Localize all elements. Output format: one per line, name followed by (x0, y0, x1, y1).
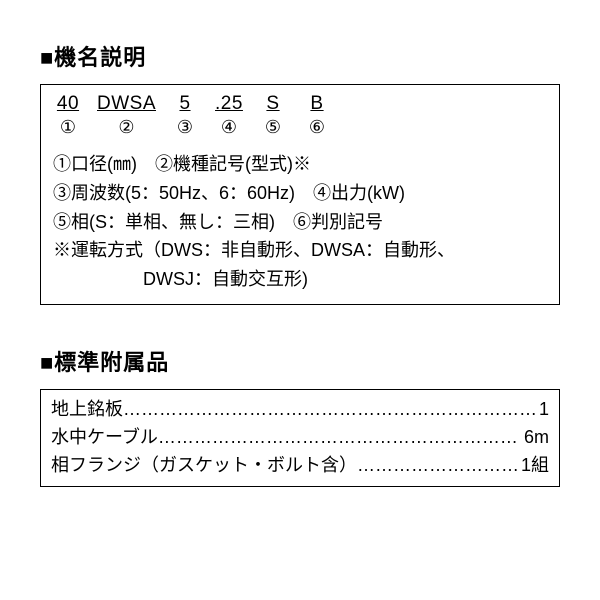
accessories-box: 地上銘板 ……………………………………………………………………………………………… (40, 389, 560, 487)
code-top-2: DWSA (97, 93, 156, 115)
code-bot-6: ⑥ (302, 117, 332, 138)
code-item-5: S⑤ (258, 93, 288, 138)
code-top-5: S (258, 93, 288, 115)
accessory-row-3: 相フランジ（ガスケット・ボルト含） …………………………………………………………… (51, 452, 549, 480)
code-top-4: .25 (214, 93, 244, 115)
code-item-1: 40① (53, 93, 83, 138)
section1-title: ■機名説明 (40, 40, 560, 72)
code-bot-3: ③ (170, 117, 200, 138)
explain-line-4: ※運転方式（DWS：非自動形、DWSA：自動形、 (53, 236, 547, 265)
code-item-2: DWSA② (97, 93, 156, 138)
code-item-3: 5③ (170, 93, 200, 138)
explain-line-2: ③周波数(5：50Hz、6：60Hz) ④出力(kW) (53, 179, 547, 208)
model-name-box: 40①DWSA②5③.25④S⑤B⑥ ①口径(㎜) ②機種記号(型式)※ ③周波… (40, 84, 560, 305)
accessory-row-2: 水中ケーブル ………………………………………………………………………………………… (51, 424, 549, 452)
code-item-6: B⑥ (302, 93, 332, 138)
code-top-1: 40 (53, 93, 83, 115)
explain-line-3: ⑤相(S：単相、無し：三相) ⑥判別記号 (53, 208, 547, 237)
explain-line-1: ①口径(㎜) ②機種記号(型式)※ (53, 150, 547, 179)
code-bot-1: ① (53, 117, 83, 138)
code-item-4: .25④ (214, 93, 244, 138)
accessory-label-2: 水中ケーブル (51, 424, 158, 452)
model-code-row: 40①DWSA②5③.25④S⑤B⑥ (53, 93, 547, 138)
explain-line-5: DWSJ：自動交互形) (53, 265, 547, 294)
code-top-3: 5 (170, 93, 200, 115)
code-bot-2: ② (97, 117, 156, 138)
document-page: ■機名説明 40①DWSA②5③.25④S⑤B⑥ ①口径(㎜) ②機種記号(型式… (0, 0, 600, 517)
accessory-value-3: 1組 (517, 452, 549, 480)
accessory-label-3: 相フランジ（ガスケット・ボルト含） (51, 452, 357, 480)
accessory-leader-2: …………………………………………………………………………………………………… (158, 424, 520, 452)
model-explain: ①口径(㎜) ②機種記号(型式)※ ③周波数(5：50Hz、6：60Hz) ④出… (53, 150, 547, 294)
accessory-label-1: 地上銘板 (51, 396, 123, 424)
section2-title: ■標準附属品 (40, 345, 560, 377)
code-top-6: B (302, 93, 332, 115)
accessory-value-1: 1 (535, 396, 549, 424)
accessory-row-1: 地上銘板 ……………………………………………………………………………………………… (51, 396, 549, 424)
accessory-leader-1: …………………………………………………………………………………………………… (123, 396, 535, 424)
code-bot-4: ④ (214, 117, 244, 138)
accessory-leader-3: …………………………………………………………………………………………………… (357, 452, 517, 480)
code-bot-5: ⑤ (258, 117, 288, 138)
accessory-value-2: 6m (520, 424, 549, 452)
